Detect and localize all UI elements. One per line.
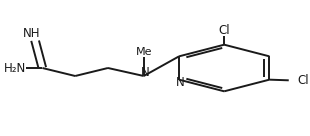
Text: N: N [175, 76, 184, 89]
Text: NH: NH [23, 27, 41, 40]
Text: N: N [141, 66, 150, 79]
Text: Cl: Cl [297, 74, 309, 87]
Text: Cl: Cl [218, 24, 230, 37]
Text: H₂N: H₂N [3, 61, 26, 75]
Text: Me: Me [135, 47, 152, 57]
